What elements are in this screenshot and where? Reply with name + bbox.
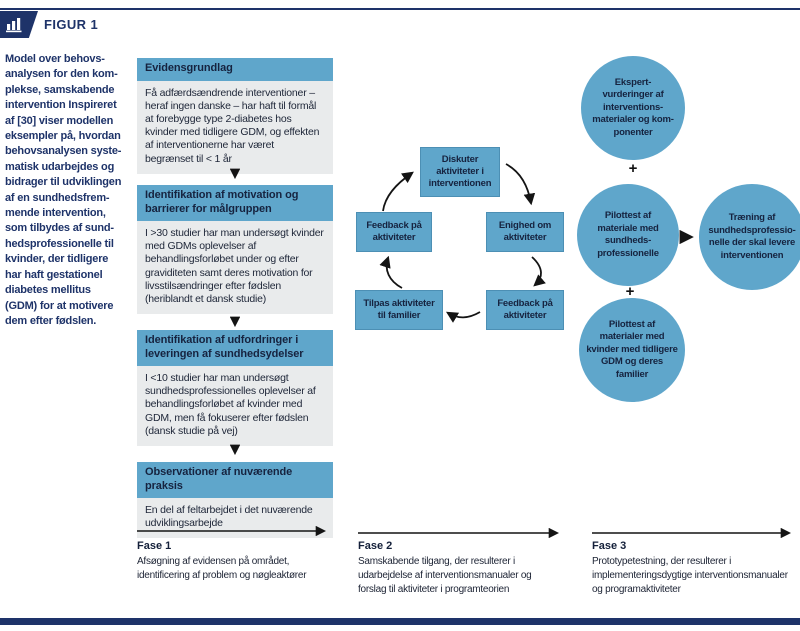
flow-box-title: Identifikation af udfordringer i leverin… [137, 330, 333, 366]
phase-description: Prototypetestning, der resulterer i impl… [592, 556, 788, 596]
bar-chart-icon [6, 18, 22, 33]
cycle-arrow-left-to-top [382, 171, 414, 212]
figure-badge [0, 11, 38, 38]
flow-box-evidensgrundlag: Evidensgrundlag Få adfærdsændrende inter… [137, 58, 333, 174]
cycle-box-diskuter-aktiviteter: Diskuter aktiviteter i interventionen [420, 147, 500, 197]
phase-1: Fase 1 Afsøgning af evidensen på området… [137, 540, 337, 583]
figure-caption: Model over behovs- analysen for den kom-… [5, 53, 122, 327]
circle-pilottest-kvinder: Pilottest af materialer med kvinder med … [579, 298, 685, 402]
cycle-arrow-right-down [531, 256, 546, 287]
cycle-box-feedback-aktiviteter-left: Feedback på aktiviteter [356, 212, 432, 252]
flow-box-body: En del af feltarbejdet i det nuværende u… [137, 498, 333, 539]
cycle-arrow-left-up [379, 255, 403, 289]
phase-description: Afsøgning af evidensen på området, ident… [137, 556, 307, 582]
bottom-divider [0, 618, 800, 625]
phase-label: Fase 2 [358, 540, 393, 552]
top-divider [0, 8, 800, 10]
flow-box-body: I <10 studier har man undersøgt sundheds… [137, 366, 333, 447]
flow-box-title: Identifikation af motivation og barriere… [137, 185, 333, 221]
phase-2: Fase 2 Samskabende tilgang, der resulter… [358, 540, 570, 598]
flow-box-body: I >30 studier har man undersøgt kvinder … [137, 221, 333, 315]
phase-label: Fase 1 [137, 540, 172, 552]
cycle-box-tilpas-aktiviteter: Tilpas aktiviteter til familier [355, 290, 443, 330]
phase-label: Fase 3 [592, 540, 627, 552]
flow-box-title: Observationer af nuværende praksis [137, 462, 333, 498]
flow-box-observationer-praksis: Observationer af nuværende praksis En de… [137, 462, 333, 539]
cycle-box-enighed-om-aktiviteter: Enighed om aktiviteter [486, 212, 564, 252]
plus-sign: + [625, 283, 635, 300]
circle-ekspertvurderinger: Ekspert- vurderinger af interventions- m… [581, 56, 685, 160]
figure-label: FIGUR 1 [44, 17, 99, 32]
circle-pilottest-sundhedsprofessionelle: Pilottest af materiale med sundheds- pro… [577, 184, 679, 286]
cycle-arrow-top-to-right [505, 163, 536, 206]
flow-box-udfordringer-levering: Identifikation af udfordringer i leverin… [137, 330, 333, 447]
circle-traening-sundhedsprofessionelle: Træning af sundhedsprofessio- nelle der … [699, 184, 800, 290]
flow-box-motivation-barrierer: Identifikation af motivation og barriere… [137, 185, 333, 315]
flow-box-body: Få adfærdsændrende interventioner – hera… [137, 80, 333, 174]
cycle-box-feedback-aktiviteter-right: Feedback på aktiviteter [486, 290, 564, 330]
cycle-arrow-bottom-leftward [445, 311, 481, 323]
flow-box-title: Evidensgrundlag [137, 58, 333, 81]
phase-description: Samskabende tilgang, der resulterer i ud… [358, 556, 532, 596]
phase-3: Fase 3 Prototypetestning, der resulterer… [592, 540, 800, 598]
plus-sign: + [628, 160, 638, 177]
